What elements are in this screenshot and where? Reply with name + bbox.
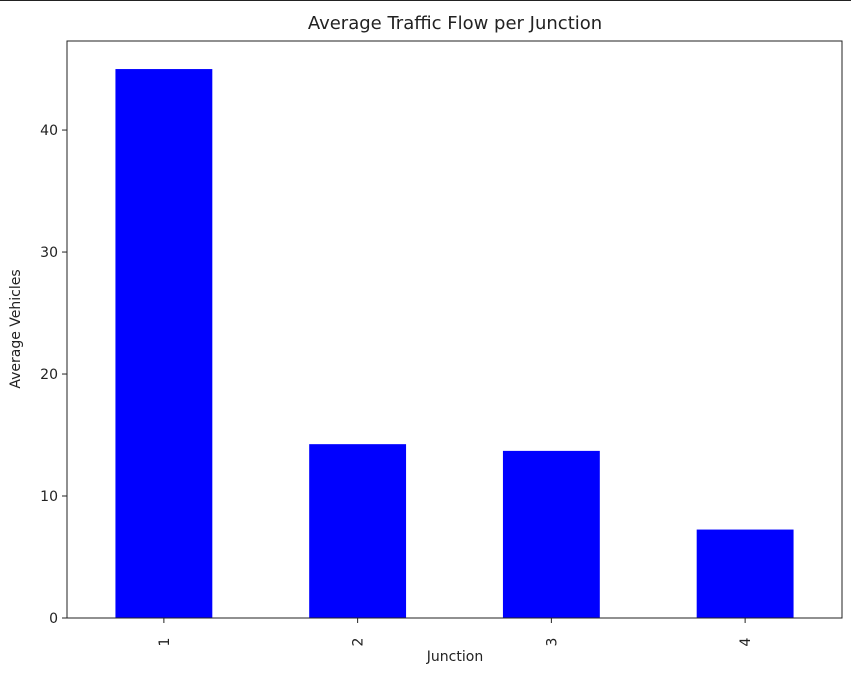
y-tick-label: 20 [40,367,58,383]
plot-frame [66,40,843,619]
bar-junction-2 [309,444,407,618]
y-tick-label: 30 [40,245,58,261]
y-axis-title: Average Vehicles [8,269,24,388]
bar-junction-3 [502,450,600,618]
y-tick-label: 0 [49,611,58,627]
x-axis-title: Junction [426,649,483,665]
y-axis: 0 10 20 30 40 [40,123,67,627]
x-tick-label: 4 [738,637,754,646]
x-axis: 1 2 3 4 [157,618,754,646]
x-tick-label: 1 [157,638,173,647]
bar-junction-4 [696,529,794,618]
x-tick-label: 2 [351,638,367,647]
plot-area [66,40,843,619]
chart-title: Average Traffic Flow per Junction [308,13,602,34]
top-border-line [0,0,851,1]
y-tick-label: 10 [40,489,58,505]
bars-group [115,69,794,619]
y-tick-label: 40 [40,123,58,139]
x-tick-label: 3 [544,638,560,647]
bar-junction-1 [115,69,213,619]
